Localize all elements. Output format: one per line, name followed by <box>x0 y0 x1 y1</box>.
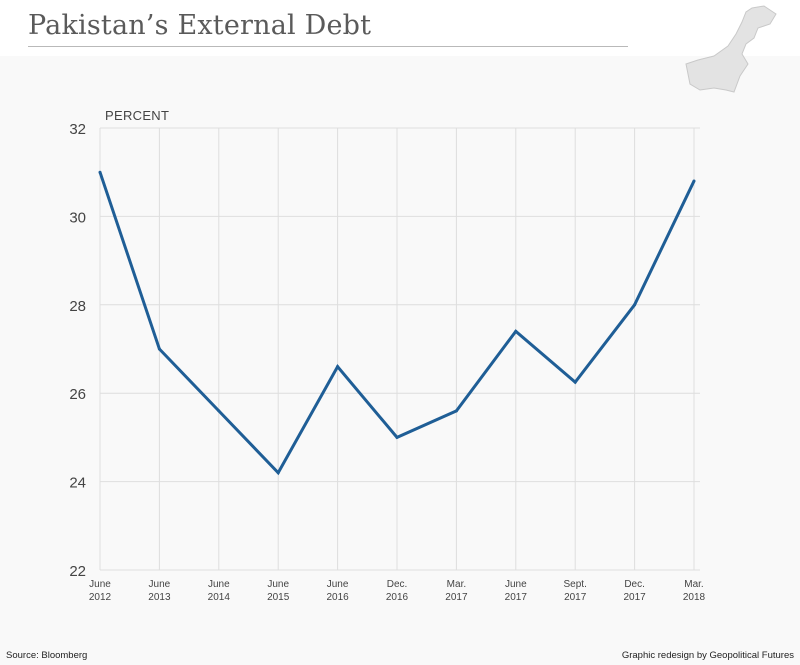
x-tick-label-line1: Mar. <box>684 579 703 590</box>
title-divider <box>28 46 628 47</box>
x-tick-label-line2: 2017 <box>505 592 528 603</box>
x-tick-label-line1: Dec. <box>387 579 408 590</box>
data-point <box>336 365 340 369</box>
x-tick-label: Dec. 2016 <box>386 579 409 603</box>
x-tick-label: June 2014 <box>208 579 231 603</box>
x-tick-label-line2: 2017 <box>564 592 587 603</box>
y-tick-label: 28 <box>69 298 86 315</box>
y-tick-label: 30 <box>69 209 86 226</box>
x-tick-label-line1: June <box>505 579 527 590</box>
x-tick-label: Mar. 2017 <box>445 579 468 603</box>
data-point <box>276 471 280 475</box>
data-point <box>514 329 518 333</box>
x-tick-label: June 2015 <box>267 579 290 603</box>
x-tick-label: June 2017 <box>505 579 528 603</box>
x-tick-label-line2: 2012 <box>89 592 112 603</box>
x-tick-label: June 2012 <box>89 579 112 603</box>
data-point <box>573 380 577 384</box>
chart-panel <box>0 56 800 665</box>
x-tick-label-line2: 2018 <box>683 592 706 603</box>
x-tick-label-line2: 2014 <box>208 592 231 603</box>
y-tick-label: 26 <box>69 386 86 403</box>
x-tick-label: Sept. 2017 <box>564 579 587 603</box>
x-tick-label-line1: Dec. <box>624 579 645 590</box>
x-tick-label-line2: 2017 <box>445 592 468 603</box>
x-tick-label-line1: June <box>149 579 171 590</box>
y-tick-label: 22 <box>69 563 86 580</box>
x-tick-label-line1: June <box>327 579 349 590</box>
x-tick-label-line2: 2015 <box>267 592 290 603</box>
data-point <box>454 409 458 413</box>
y-axis-label: PERCENT <box>105 108 170 123</box>
map-shape <box>685 5 777 93</box>
x-tick-label-line1: June <box>208 579 230 590</box>
data-point <box>692 179 696 183</box>
x-tick-label-line1: Mar. <box>447 579 466 590</box>
source-note: Source: Bloomberg <box>6 650 88 661</box>
x-tick-label-line2: 2013 <box>148 592 171 603</box>
credit-note: Graphic redesign by Geopolitical Futures <box>621 650 794 661</box>
x-tick-label-line1: June <box>267 579 289 590</box>
pakistan-map-icon <box>685 5 777 93</box>
x-tick-label: Dec. 2017 <box>623 579 646 603</box>
data-point <box>157 347 161 351</box>
x-tick-label: Mar. 2018 <box>683 579 706 603</box>
y-tick-label: 32 <box>69 121 86 138</box>
data-point <box>217 409 221 413</box>
page-title: Pakistan’s External Debt <box>28 10 372 41</box>
data-point <box>395 435 399 439</box>
data-point <box>98 170 102 174</box>
x-tick-label-line1: June <box>89 579 111 590</box>
y-tick-label: 24 <box>69 475 86 492</box>
x-tick-label: June 2016 <box>326 579 349 603</box>
x-tick-label-line2: 2017 <box>623 592 646 603</box>
x-tick-label: June 2013 <box>148 579 171 603</box>
x-tick-label-line1: Sept. <box>564 579 587 590</box>
data-point <box>633 303 637 307</box>
x-tick-label-line2: 2016 <box>326 592 349 603</box>
x-tick-label-line2: 2016 <box>386 592 409 603</box>
